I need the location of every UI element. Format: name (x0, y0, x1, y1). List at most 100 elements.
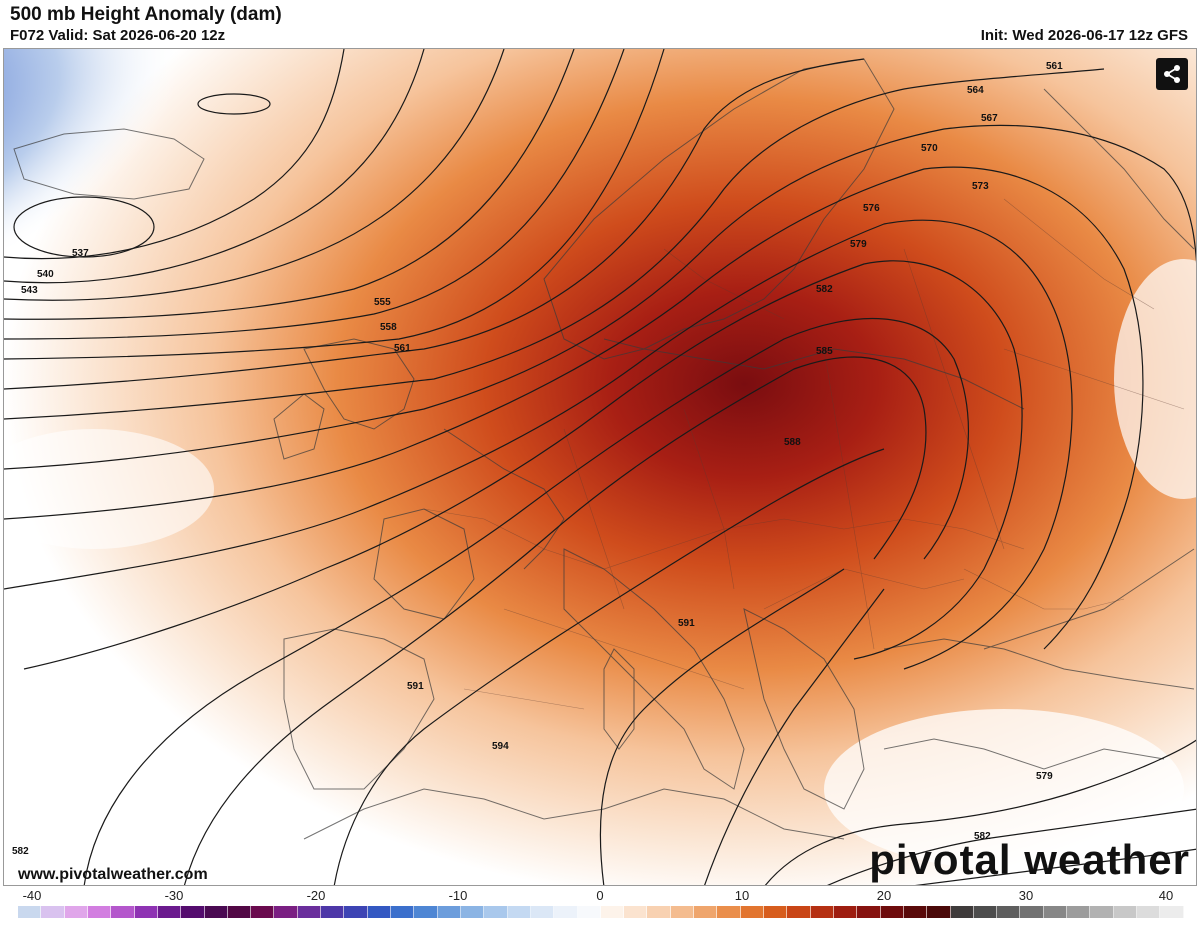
share-icon (1164, 65, 1180, 83)
contour-label: 582 (816, 284, 833, 295)
colorbar-tick: -40 (22, 888, 42, 903)
colorbar-swatch (647, 906, 671, 918)
colorbar-tick: 30 (1018, 888, 1034, 903)
colorbar-swatch (1090, 906, 1114, 918)
colorbar-swatch (297, 906, 322, 918)
init-time: Init: Wed 2026-06-17 12z GFS (980, 27, 1188, 44)
colorbar-tick-labels: -40 -30 -20 -10 0 10 20 30 40 (0, 888, 1200, 906)
map-panel[interactable]: 537 540 543 555 558 561 561 564 567 570 … (3, 48, 1197, 886)
contour-label: 588 (784, 437, 801, 448)
colorbar-tick: 10 (734, 888, 750, 903)
map-header: 500 mb Height Anomaly (dam) F072 Valid: … (0, 0, 1200, 48)
colorbar-swatch (1113, 906, 1137, 918)
colorbar-swatch (437, 906, 461, 918)
colorbar-swatch (484, 906, 508, 918)
colorbar-swatch (950, 906, 974, 918)
website-link[interactable]: www.pivotalweather.com (18, 866, 208, 883)
contour-label: 585 (816, 346, 833, 357)
contour-label: 591 (678, 618, 695, 629)
colorbar-swatch (414, 906, 438, 918)
colorbar-swatch (391, 906, 415, 918)
colorbar-swatch (787, 906, 811, 918)
colorbar-swatch (251, 906, 275, 918)
cold-anomaly-field (4, 49, 705, 442)
colorbar-swatch (204, 906, 228, 918)
colorbar-swatch (64, 906, 88, 918)
neutral-field-atlantic (4, 429, 214, 549)
colorbar-swatch (973, 906, 998, 918)
height-contours (4, 49, 1196, 885)
colorbar-swatch (670, 906, 695, 918)
colorbar-swatch (460, 906, 485, 918)
colorbar-tick: 20 (876, 888, 892, 903)
colorbar-swatch (903, 906, 928, 918)
contour-label: 540 (37, 269, 54, 280)
political-borders (423, 198, 1185, 710)
contour-label: 567 (981, 113, 998, 124)
colorbar-swatch (1020, 906, 1044, 918)
colorbar-swatch (600, 906, 625, 918)
contour-label: 579 (850, 239, 867, 250)
colorbar-swatch (857, 906, 881, 918)
contour-label: 594 (492, 741, 509, 752)
contour-label: 537 (72, 248, 89, 259)
colorbar-swatch (694, 906, 718, 918)
valid-time: F072 Valid: Sat 2026-06-20 12z (10, 27, 226, 44)
contour-label: 573 (972, 181, 989, 192)
colorbar-swatch (41, 906, 65, 918)
contour-label: 591 (407, 681, 424, 692)
coastlines (13, 58, 1195, 840)
colorbar-swatch (367, 906, 391, 918)
colorbar-swatch (624, 906, 648, 918)
colorbar-swatch (997, 906, 1021, 918)
brand-logo: pivotal weather (869, 836, 1190, 883)
contour-label: 582 (12, 846, 29, 857)
colorbar-swatch (87, 906, 112, 918)
contour-label: 582 (974, 831, 991, 842)
contour-label: 561 (394, 343, 411, 354)
contour-label: 570 (921, 143, 938, 154)
colorbar-tick: -20 (306, 888, 326, 903)
colorbar-swatch (274, 906, 298, 918)
contour-label: 564 (967, 85, 984, 96)
colorbar-swatch (810, 906, 834, 918)
colorbar-swatch (577, 906, 601, 918)
colorbar-swatch (1043, 906, 1068, 918)
share-button[interactable] (1156, 58, 1188, 90)
colorbar-tick: 40 (1158, 888, 1174, 903)
colorbar-swatch (833, 906, 858, 918)
colorbar-swatch (740, 906, 764, 918)
colorbar-swatch (111, 906, 135, 918)
colorbar-swatch (227, 906, 252, 918)
contour-label: 555 (374, 297, 391, 308)
neutral-field-northeast (1114, 259, 1196, 499)
height-anomaly-map: 537 540 543 555 558 561 561 564 567 570 … (4, 49, 1196, 885)
neutral-field-east (824, 709, 1184, 869)
contour-label: 561 (1046, 61, 1063, 72)
contour-label: 558 (380, 322, 397, 333)
colorbar-swatch (1067, 906, 1091, 918)
colorbar-tick: 0 (596, 888, 604, 903)
colorbar-swatch (181, 906, 205, 918)
colorbar-swatch (764, 906, 788, 918)
contour-label: 543 (21, 285, 38, 296)
colorbar-tick: -30 (164, 888, 184, 903)
colorbar-swatch (880, 906, 904, 918)
colorbar-swatch (1160, 906, 1184, 918)
colorbar-swatch (18, 906, 42, 918)
cold-anomaly-field-west (4, 499, 174, 879)
contour-label: 579 (1036, 771, 1053, 782)
colorbar-swatch (530, 906, 555, 918)
colorbar-swatch (157, 906, 182, 918)
colorbar-swatch (927, 906, 951, 918)
colorbar-swatch (344, 906, 368, 918)
colorbar-swatch (717, 906, 741, 918)
colorbar-tick: -10 (448, 888, 468, 903)
map-title: 500 mb Height Anomaly (dam) (10, 4, 282, 25)
colorbar-swatch (507, 906, 531, 918)
contour-label: 576 (863, 203, 880, 214)
colorbar-swatch (321, 906, 345, 918)
colorbar (18, 906, 1184, 918)
colorbar-swatch (1137, 906, 1161, 918)
colorbar-swatch (554, 906, 578, 918)
